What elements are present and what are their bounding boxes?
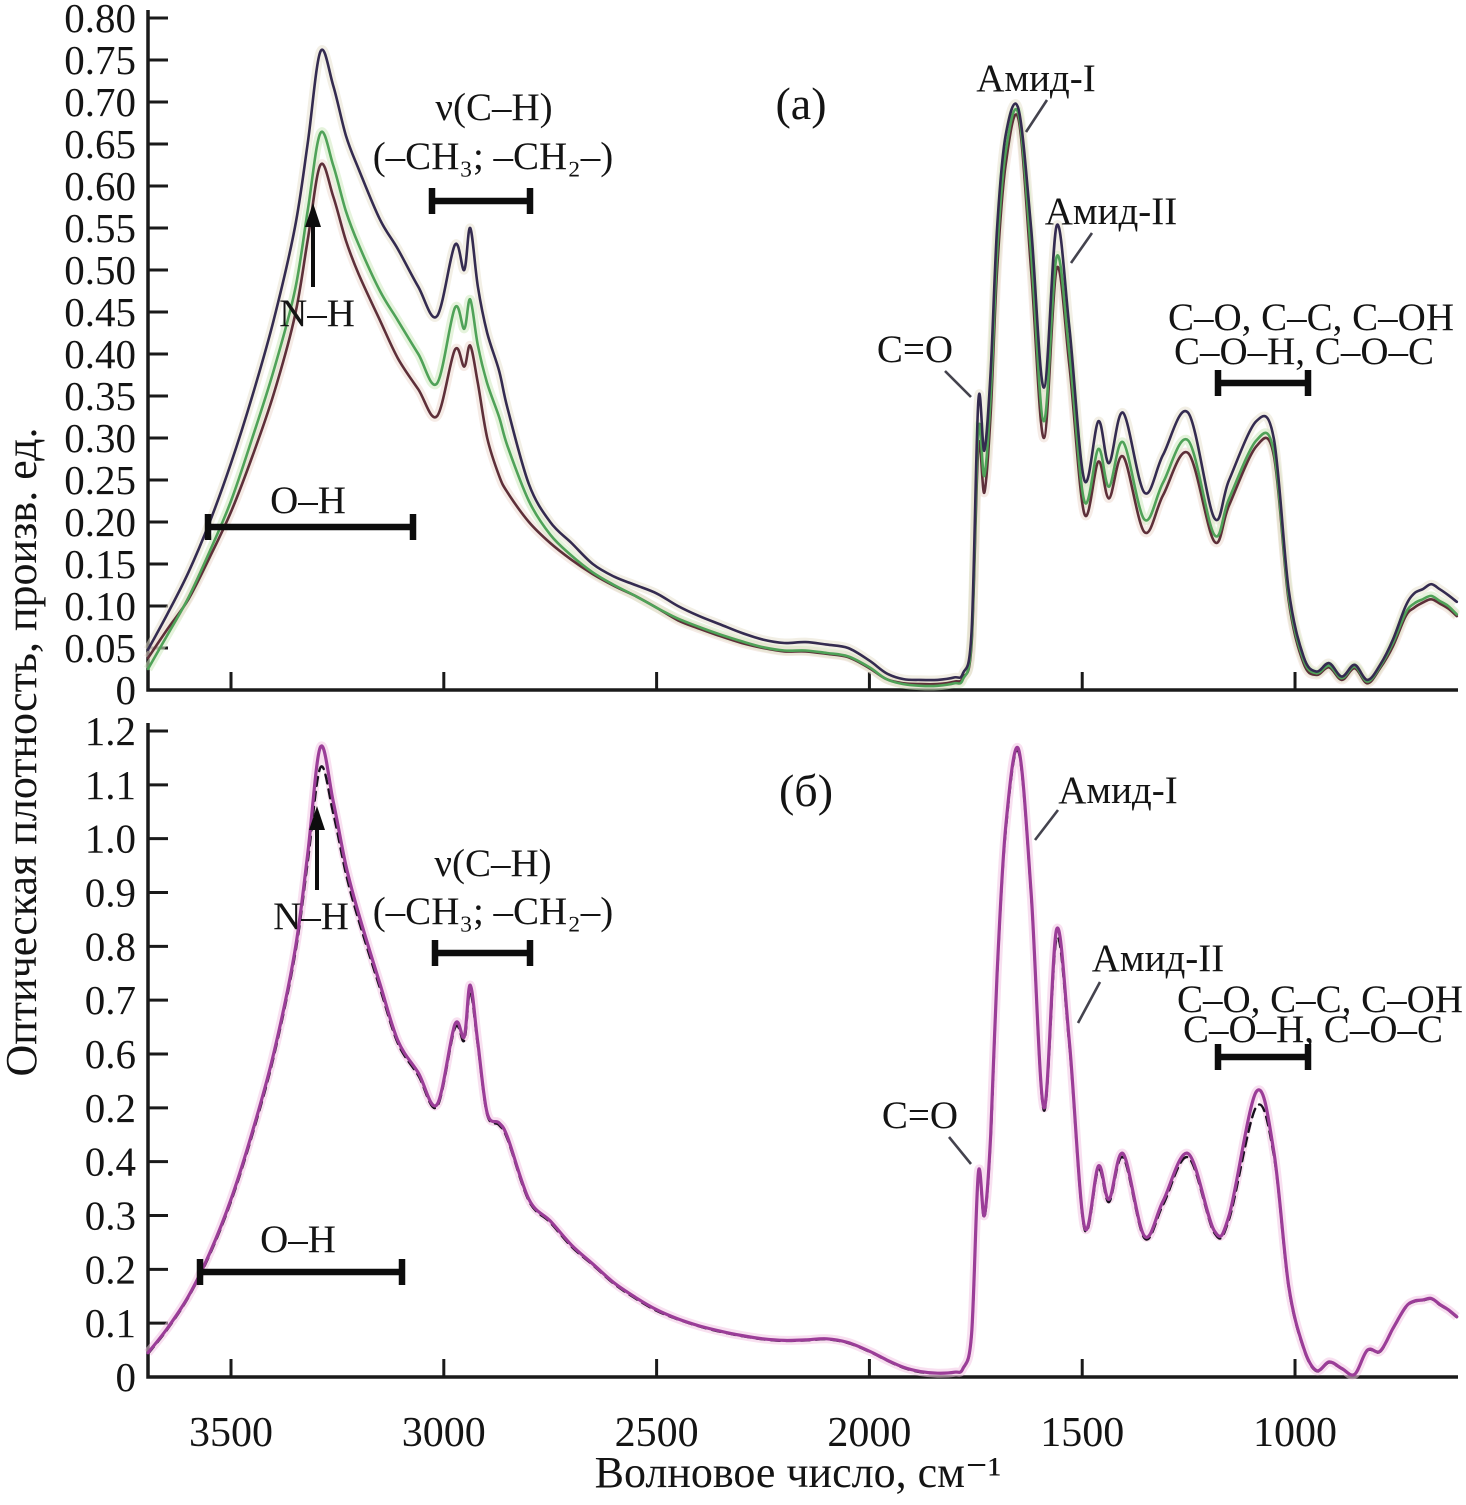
panel-label-b: (б) [779,765,833,816]
y-tick-label: 0.8 [85,923,136,969]
x-tick-label: 2000 [827,1410,911,1456]
nh-label-a: N–H [279,292,355,335]
y-tick-label: 0.2 [85,1246,136,1292]
amide2-pointer-b [1076,981,1102,1024]
y-tick-label: 0.40 [64,331,136,377]
y-tick-label: 0.05 [64,625,136,671]
y-tick-label: 1.0 [85,816,136,862]
y-tick-label: 1.2 [85,708,136,754]
co-cc-coh-label-a: C–O, C–C, C–OH [1168,296,1454,339]
y-tick-label: 0.75 [64,37,136,83]
y-axis-title: Оптическая плотность, произв. ед. [0,427,46,1076]
nh-arrow-b-head [309,806,325,830]
coh-coc-label-a: C–O–H, C–O–C [1174,330,1434,373]
c-double-o-label-b: C=O [882,1094,958,1137]
y-tick-label: 0.50 [64,247,136,293]
y-tick-label: 0.70 [64,79,136,125]
y-tick-label: 0.2 [85,1085,136,1131]
fingerprint-bracket-b [1214,1044,1312,1070]
y-tick-label: 0.1 [85,1300,136,1346]
x-tick-label: 1000 [1253,1410,1337,1456]
spectrum-purple-curve [146,744,1459,1377]
nu-ch-label-a: ν(C–H) [435,86,552,129]
y-tick-label: 0.10 [64,583,136,629]
c-double-o-pointer-a [944,370,972,398]
ch3-ch2-label-a: (–CH₃; –CH₂–) [373,135,614,178]
panel-a: 0.800.750.700.650.600.550.500.450.400.35… [64,0,1460,713]
amide2-label-a: Амид-II [1045,190,1178,233]
nh-label-b: N–H [273,895,349,938]
nu-ch-label-b: ν(C–H) [434,842,551,885]
y-tick-label: 0.25 [64,457,136,503]
x-tick-label: 3500 [189,1410,273,1456]
amide1-label-a: Амид-I [976,57,1096,100]
y-tick-label: 0.4 [85,1139,136,1185]
y-tick-label: 0.6 [85,1031,136,1077]
spectrum-purple-glow [144,741,1460,1380]
spectrum-green-glow [144,104,1460,691]
amide1-label-b: Амид-I [1058,769,1178,812]
y-tick-label: 0.30 [64,415,136,461]
ch3-ch2-label-b: (–CH₃; –CH₂–) [373,890,614,933]
y-tick-label: 0.80 [64,0,136,41]
oh-label-a: O–H [270,479,346,522]
x-tick-label: 1500 [1040,1410,1124,1456]
x-tick-label: 3000 [402,1410,486,1456]
x-axis-title: Волновое число, см⁻¹ [595,1448,1002,1497]
y-tick-label: 0 [116,1354,137,1400]
oh-range-bracket-b [196,1259,406,1285]
y-tick-label: 0.60 [64,163,136,209]
y-tick-label: 0.20 [64,499,136,545]
oh-label-b: O–H [260,1218,336,1261]
amide2-pointer-a [1069,232,1094,264]
c-double-o-label-a: C=O [877,328,953,371]
spectrum-dark-violet-curve [146,48,1459,682]
nh-arrow-a-head [305,203,321,227]
y-tick-label: 0.65 [64,121,136,167]
co-cc-coh-label-b: C–O, C–C, C–OH [1177,978,1463,1021]
panel-b: 1.2 1.1 1.0 0.9 0.8 0.7 0.6 0.2 0.4 0.3 0.2 0.1 0 350… [85,708,1463,1456]
amide1-pointer-a [1024,99,1049,133]
y-tick-label: 0 [116,667,137,713]
panel-label-a: (а) [775,78,826,129]
y-tick-label: 0.15 [64,541,136,587]
ch-range-bracket-b [431,940,534,966]
y-tick-label: 0.7 [85,977,136,1023]
y-tick-label: 0.35 [64,373,136,419]
amide1-pointer-b [1033,809,1060,841]
x-tick-label: 2500 [615,1410,699,1456]
y-tick-label: 1.1 [85,762,136,808]
y-tick-label: 0.45 [64,289,136,335]
y-tick-label: 0.55 [64,205,136,251]
coh-coc-label-b: C–O–H, C–O–C [1183,1008,1443,1051]
y-tick-label: 0.3 [85,1193,136,1239]
amide2-label-b: Амид-II [1092,937,1225,980]
ch-range-bracket-a [428,188,534,214]
oh-range-bracket-a [204,514,417,540]
fingerprint-bracket-a [1214,370,1312,396]
c-double-o-pointer-b [947,1136,973,1165]
y-tick-label: 0.9 [85,870,136,916]
